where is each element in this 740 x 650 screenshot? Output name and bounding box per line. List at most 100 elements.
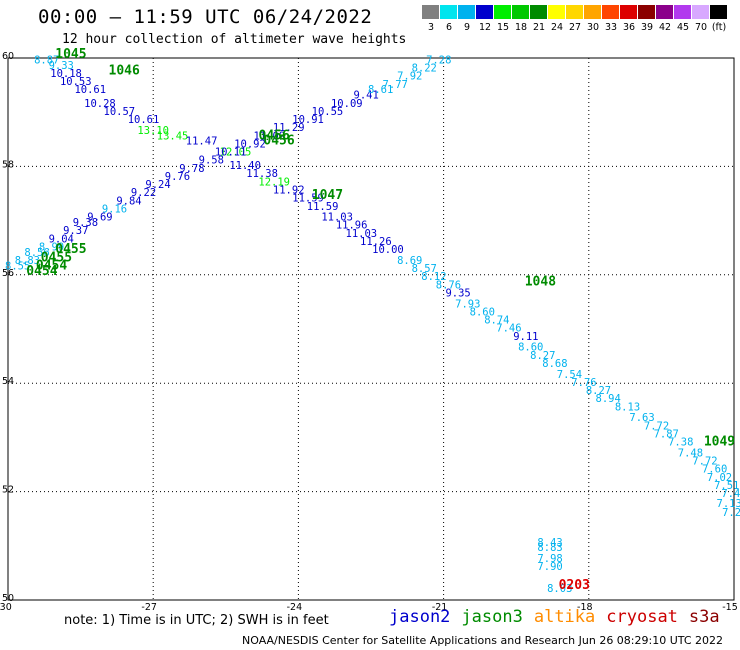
y-tick-label: 54 — [2, 376, 14, 387]
color-scale-label: 36 — [622, 22, 636, 33]
wave-height-label: 10.11 — [215, 147, 247, 159]
color-swatch — [494, 5, 511, 19]
pass-time-label: 0456 — [259, 128, 290, 143]
footer-note: note: 1) Time is in UTC; 2) SWH is in fe… — [64, 613, 329, 628]
satellite-label-altika: altika — [533, 607, 596, 627]
wave-height-label: 8.55 — [5, 260, 30, 272]
pass-time-label: 0455 — [55, 242, 86, 257]
wave-height-label: 11.09 — [254, 130, 286, 142]
pass-time-label: 0456 — [263, 134, 294, 149]
wave-height-label: 10.28 — [84, 98, 116, 110]
color-scale-label: 24 — [550, 22, 564, 33]
wave-height-label: 10.55 — [312, 106, 344, 118]
color-swatch — [584, 5, 601, 19]
wave-height-label: 11.59 — [307, 201, 339, 213]
wave-height-label: 7.44 — [721, 488, 740, 500]
color-swatch — [602, 5, 619, 19]
x-tick-label: -18 — [577, 602, 593, 613]
x-tick-label: -27 — [141, 602, 157, 613]
wave-height-label: 10.53 — [60, 76, 92, 88]
color-swatch — [476, 5, 493, 19]
pass-time-label: 0455 — [41, 250, 72, 265]
wave-height-label: 7.48 — [678, 447, 703, 459]
wave-height-label: 10.61 — [128, 114, 160, 126]
wave-height-label: 7.77 — [383, 79, 408, 91]
wave-height-label: 11.38 — [246, 168, 278, 180]
wave-height-label: 8.57 — [412, 263, 437, 275]
wave-height-label: 7.02 — [707, 472, 732, 484]
wave-height-label: 8.69 — [397, 255, 422, 267]
wave-height-label: 9.22 — [131, 187, 156, 199]
y-tick-label: 52 — [2, 485, 14, 496]
wave-height-label: 7.13 — [717, 498, 740, 510]
wave-height-label: 7.93 — [455, 298, 480, 310]
footer-credit: NOAA/NESDIS Center for Satellite Applica… — [242, 634, 724, 647]
axis-ticks: -30 -27 -24 -21 -18 -15 50 52 54 56 58 60 — [0, 51, 738, 613]
wave-height-label: 10.91 — [292, 114, 324, 126]
wave-height-label: 7.72 — [644, 420, 669, 432]
wave-height-label: 9.24 — [145, 179, 170, 191]
wave-height-label: 8.12 — [421, 271, 446, 283]
wave-height-label: 8.22 — [412, 63, 437, 75]
pass-time-label: 1045 — [55, 47, 86, 62]
color-scale-label: 12 — [478, 22, 492, 33]
wave-height-label: 8.13 — [615, 401, 640, 413]
grid — [8, 58, 734, 600]
wave-height-label: 11.96 — [336, 220, 368, 232]
wave-height-label: 9.76 — [165, 171, 190, 183]
wave-height-label: 8.99 — [39, 241, 64, 253]
wave-height-label: 8.61 — [368, 84, 393, 96]
x-tick-label: -24 — [287, 602, 303, 613]
satellite-label-cryosat: cryosat — [606, 607, 678, 627]
wave-height-label: 8.27 — [586, 385, 611, 397]
wave-height-label: 9.33 — [49, 60, 74, 72]
wave-height-label: 11.03 — [321, 212, 353, 224]
color-swatch — [692, 5, 709, 19]
wave-height-label: 7.76 — [571, 377, 596, 389]
wave-height-label: 13.45 — [157, 130, 189, 142]
wave-height-label: 8.03 — [547, 583, 572, 595]
wave-height-label: 9.11 — [513, 331, 538, 343]
wave-height-label: 9.16 — [102, 203, 127, 215]
color-scale-label: 9 — [463, 22, 471, 33]
wave-height-label: 12.05 — [220, 147, 252, 159]
wave-height-label: 7.2 — [722, 507, 740, 519]
color-scale-label: 3 — [427, 22, 435, 33]
y-tick-label: 60 — [2, 51, 14, 62]
wave-height-label: 8.43 — [537, 537, 562, 549]
wave-height-label: 7.60 — [702, 464, 727, 476]
satellite-label-jason2: jason2 — [389, 607, 451, 627]
satellite-label-s3a: s3a — [688, 607, 720, 627]
color-scale-label: 6 — [445, 22, 453, 33]
color-scale-label: 45 — [676, 22, 690, 33]
color-swatch — [674, 5, 691, 19]
color-scale-label: 27 — [568, 22, 582, 33]
wave-height-label: 8.60 — [470, 306, 495, 318]
wave-height-label: 7.63 — [629, 412, 654, 424]
pass-time-label: 1047 — [312, 188, 343, 203]
x-tick-label: -30 — [0, 602, 12, 613]
color-swatch — [440, 5, 457, 19]
wave-height-label: 11.47 — [186, 136, 218, 148]
wave-height-label: 11.03 — [346, 228, 378, 240]
page-title: 00:00 – 11:59 UTC 06/24/2022 — [38, 6, 373, 28]
wave-height-label: 9.58 — [199, 155, 224, 167]
wave-height-label: 8.83 — [15, 255, 40, 267]
wave-height-label: 11.40 — [229, 160, 261, 172]
y-tick-label: 58 — [2, 159, 14, 170]
color-scale-label: 33 — [604, 22, 618, 33]
wave-height-label: 10.57 — [104, 106, 136, 118]
wave-height-label: 13.10 — [137, 125, 169, 137]
wave-height-label: 8.94 — [596, 393, 621, 405]
wave-height-label: 7.87 — [654, 428, 679, 440]
wave-height-label: 10.92 — [234, 138, 266, 150]
wave-height-label: 8.60 — [518, 342, 543, 354]
color-scale-label: 30 — [586, 22, 600, 33]
pass-time-label: 0203 — [559, 578, 590, 593]
color-scale-label: 42 — [658, 22, 672, 33]
wave-height-label: 11.26 — [360, 236, 392, 248]
wave-height-label: 7.92 — [397, 71, 422, 83]
wave-height-label: 8.56 — [24, 247, 49, 259]
color-scale-label: (ft) — [711, 22, 727, 33]
wave-height-label: 7.98 — [537, 553, 562, 565]
